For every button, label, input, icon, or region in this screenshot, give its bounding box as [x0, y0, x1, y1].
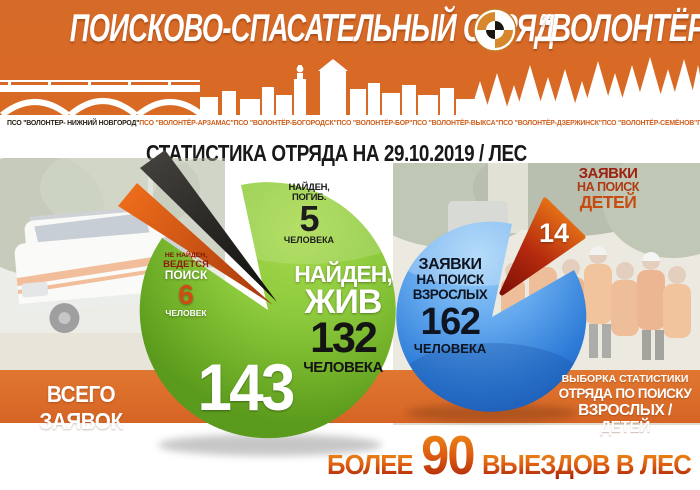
unit-label: ПСО "ВОЛОНТЁР-ВЫКСА" — [412, 120, 499, 127]
unit-label: ПСО "ВОЛОНТЁР-СЕМЁНОВ" — [601, 120, 698, 127]
trips-count: 90 — [421, 424, 475, 486]
green-pie-found-dead-slice — [140, 150, 277, 302]
found-alive-value: 132 — [310, 314, 378, 363]
blue-pie-shadow — [406, 404, 578, 422]
not-found-label: НЕ НАЙДЕН, ВЕДЕТСЯ ПОИСК 6 ЧЕЛОВЕК — [147, 252, 225, 318]
total-requests-value: 143 — [197, 350, 295, 424]
trips-suffix: ВЫЕЗДОВ В ЛЕС — [481, 449, 692, 480]
header-banner: ПОИСКОВО-СПАСАТЕЛЬНЫЙ ОТРЯД “ВОЛОНТЁР” — [0, 0, 700, 115]
skyline-silhouette — [0, 57, 700, 115]
adult-search-label: ЗАЯВКИ НА ПОИСК ВЗРОСЛЫХ 162 ЧЕЛОВЕКА — [398, 257, 502, 356]
squad-logo-icon — [473, 8, 517, 52]
stats-title: СТАТИСТИКА ОТРЯДА НА 29.10.2019 / ЛЕС — [146, 140, 527, 166]
selection-note: ВЫБОРКА СТАТИСТИКИ ОТРЯДА ПО ПОИСКУ ВЗРО… — [558, 373, 692, 437]
green-pie-found-alive-slice — [139, 182, 396, 439]
squad-brand: “ВОЛОНТЁР” — [536, 7, 700, 50]
children-search-value: 14 — [538, 218, 570, 248]
unit-label: ПСО "ВОЛОНТЁР-БОР" — [336, 120, 413, 127]
children-search-label: ЗАЯВКИ НА ПОИСК ДЕТЕЙ — [577, 165, 639, 213]
trips-summary: БОЛЕЕ 90 ВЫЕЗДОВ В ЛЕС — [327, 424, 692, 486]
trips-prefix: БОЛЕЕ — [327, 449, 414, 480]
green-pie-shadow — [158, 434, 382, 456]
blue-pie-adults-slice — [396, 221, 587, 412]
unit-label: ПСО "ВОЛОНТЕР- НИЖНИЙ НОВГОРОД" — [7, 120, 140, 127]
green-pie-not-found-slice — [118, 183, 273, 305]
found-alive-label: НАЙДЕН, ЖИВ 132 ЧЕЛОВЕКА — [289, 263, 397, 377]
not-found-value: 6 — [178, 279, 194, 311]
unit-label: ПСО "ВОЛОНТЁР-ЧКАЛОВСК" — [697, 120, 700, 127]
unit-label: ПСО "ВОЛОНТЁР-БОГОРОДСК" — [233, 120, 337, 127]
found-dead-label: НАЙДЕН, ПОГИБ. 5 ЧЕЛОВЕКА — [270, 183, 348, 245]
blue-pie-children-slice — [499, 197, 586, 296]
found-dead-value: 5 — [299, 198, 319, 239]
total-requests-label: ВСЕГО ЗАЯВОК — [39, 381, 123, 434]
unit-list: ПСО "ВОЛОНТЕР- НИЖНИЙ НОВГОРОД" ПСО "ВОЛ… — [0, 116, 700, 131]
adult-search-value: 162 — [420, 300, 481, 343]
unit-label: ПСО "ВОЛОНТЁР-АРЗАМАС" — [139, 120, 234, 127]
unit-label: ПСО "ВОЛОНТЁР-ДЗЕРЖИНСК" — [498, 120, 602, 127]
